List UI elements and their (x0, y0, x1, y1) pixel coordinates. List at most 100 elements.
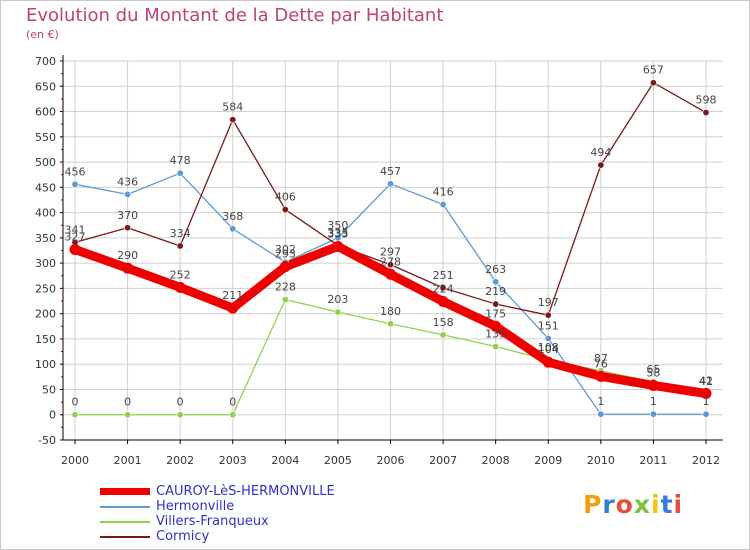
proxiti-logo: Proxiti (583, 490, 683, 519)
data-label: 104 (538, 343, 559, 356)
y-tick-label: 600 (35, 106, 56, 119)
data-label: 76 (594, 357, 608, 370)
logo-letter: P (583, 490, 603, 519)
data-point (176, 242, 184, 250)
data-point (229, 225, 237, 233)
x-tick-label: 2011 (639, 454, 667, 467)
data-point (227, 302, 239, 314)
logo-letter: o (615, 490, 634, 519)
data-label: 494 (590, 146, 611, 159)
y-tick-label: 350 (35, 232, 56, 245)
data-label: 297 (380, 246, 401, 259)
data-label: 1 (703, 395, 710, 408)
data-point (702, 410, 710, 418)
data-point (69, 243, 81, 255)
data-label: 290 (117, 249, 138, 262)
data-point (492, 278, 500, 286)
data-label: 1 (597, 395, 604, 408)
data-point (649, 79, 657, 87)
y-tick-label: 500 (35, 156, 56, 169)
legend-label: Cormicy (156, 529, 210, 544)
data-label: 203 (327, 293, 348, 306)
data-points (69, 79, 712, 419)
data-point (176, 411, 184, 419)
data-point (649, 410, 657, 418)
legend-label: Hermonville (156, 499, 235, 514)
data-point (124, 190, 132, 198)
data-point (385, 268, 396, 280)
data-label: 108 (538, 341, 559, 354)
data-label: 350 (327, 219, 348, 232)
x-tick-label: 2008 (482, 454, 510, 467)
y-tick-label: 550 (35, 131, 56, 144)
data-point (544, 311, 552, 319)
legend-item: CAUROY-LèS-HERMONVILLE (100, 484, 335, 499)
data-label: 0 (229, 396, 236, 409)
data-point (492, 300, 500, 308)
legend-swatch (100, 505, 150, 508)
x-tick-label: 2001 (114, 454, 142, 467)
data-label: 219 (485, 285, 506, 298)
data-label: 598 (696, 94, 717, 107)
legend-item: Hermonville (100, 499, 335, 514)
y-tick-label: 250 (35, 282, 56, 295)
data-label: 584 (222, 101, 243, 114)
data-label: 657 (643, 64, 664, 77)
data-point (544, 334, 552, 342)
legend-swatch (100, 520, 150, 523)
data-label: 0 (72, 396, 79, 409)
logo-letter: r (602, 490, 616, 519)
legend-swatch (100, 488, 150, 495)
data-labels: 456 436 478 368 302 350 457 416 263 151 1 1 1 0 0 0 0 228… (65, 64, 717, 409)
data-point (439, 284, 447, 292)
chart-title: Evolution du Montant de la Dette par Hab… (26, 5, 444, 26)
data-point (386, 261, 394, 269)
data-label: 211 (222, 289, 243, 302)
y-tick-label: 650 (35, 80, 56, 93)
data-label: 135 (485, 328, 506, 341)
data-point (595, 370, 607, 382)
data-label: 228 (275, 281, 296, 294)
logo-letter: i (673, 490, 684, 519)
data-label: 1 (650, 395, 657, 408)
data-point (386, 320, 394, 328)
data-label: 158 (433, 316, 454, 329)
x-tick-label: 2009 (534, 454, 562, 467)
logo-letter: t (660, 490, 674, 519)
x-tick-label: 2004 (271, 454, 299, 467)
data-label: 436 (117, 175, 138, 188)
data-label: 478 (170, 154, 191, 167)
data-label: 0 (177, 396, 184, 409)
data-label: 335 (327, 226, 348, 239)
y-tick-label: -50 (38, 434, 56, 447)
data-point (542, 356, 554, 368)
data-point (122, 262, 134, 274)
data-point (437, 296, 449, 308)
y-tick-label: 150 (35, 333, 56, 346)
x-tick-label: 2005 (324, 454, 352, 467)
data-point (700, 388, 712, 400)
data-label: 327 (65, 230, 86, 243)
y-tick-label: 300 (35, 257, 56, 270)
data-point (439, 201, 447, 209)
x-tick-label: 2000 (61, 454, 89, 467)
y-tick-label: 450 (35, 181, 56, 194)
y-tick-label: 50 (42, 383, 56, 396)
data-point (647, 379, 659, 391)
data-label: 302 (275, 243, 296, 256)
data-point (124, 224, 132, 232)
data-label: 175 (485, 307, 506, 320)
data-point (281, 206, 289, 214)
legend-item: Cormicy (100, 529, 335, 544)
data-label: 151 (538, 319, 559, 332)
data-point (124, 411, 132, 419)
data-label: 42 (699, 375, 713, 388)
data-point (229, 116, 237, 124)
x-tick-label: 2003 (219, 454, 247, 467)
data-label: 278 (380, 255, 401, 268)
data-point (174, 281, 186, 293)
logo-letter: i (651, 490, 661, 519)
data-point (281, 296, 289, 304)
y-tick-label: 100 (35, 358, 56, 371)
